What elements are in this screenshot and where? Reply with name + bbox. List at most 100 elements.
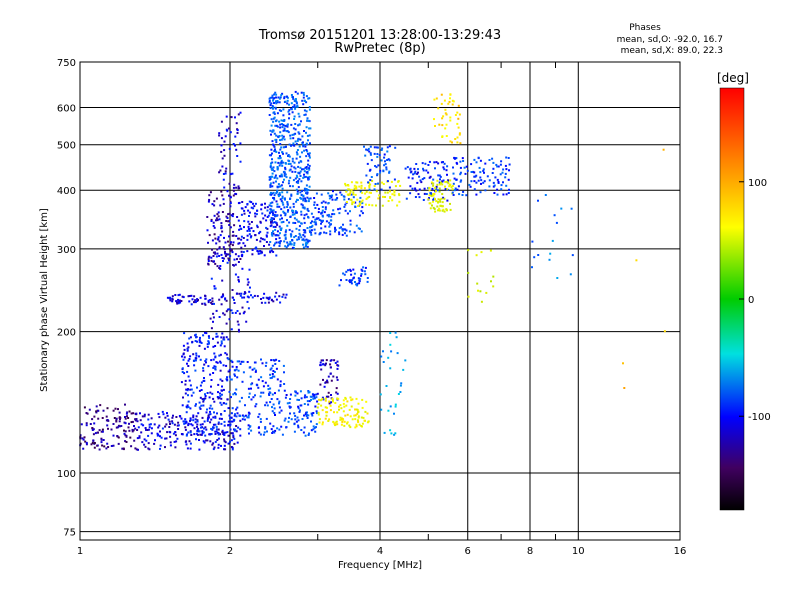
data-point bbox=[204, 395, 207, 397]
data-point bbox=[360, 200, 363, 203]
data-point bbox=[307, 189, 310, 191]
data-point bbox=[194, 333, 197, 336]
data-point bbox=[227, 220, 230, 223]
data-point bbox=[274, 148, 276, 151]
data-point bbox=[199, 336, 201, 339]
data-point bbox=[302, 145, 305, 148]
data-point bbox=[278, 164, 281, 167]
data-point bbox=[379, 169, 382, 172]
data-point bbox=[314, 207, 317, 209]
data-point bbox=[393, 178, 396, 181]
data-point bbox=[324, 208, 327, 211]
data-point bbox=[276, 101, 279, 104]
data-point bbox=[288, 117, 290, 120]
data-point bbox=[258, 431, 261, 434]
data-point bbox=[456, 111, 459, 114]
data-point bbox=[325, 395, 328, 398]
data-point bbox=[92, 433, 95, 436]
data-point bbox=[283, 129, 286, 132]
data-point bbox=[277, 389, 280, 392]
data-point bbox=[462, 160, 465, 162]
data-point bbox=[171, 295, 174, 298]
data-point bbox=[273, 112, 276, 115]
data-point bbox=[192, 353, 195, 356]
data-point bbox=[161, 427, 164, 430]
data-point bbox=[436, 183, 439, 186]
data-point bbox=[219, 395, 222, 397]
x-axis-label: Frequency [MHz] bbox=[338, 560, 422, 571]
data-point bbox=[232, 189, 235, 192]
data-point bbox=[439, 200, 442, 203]
data-point bbox=[184, 379, 187, 382]
data-point bbox=[187, 359, 190, 362]
data-point bbox=[348, 230, 351, 233]
data-point bbox=[434, 210, 437, 213]
data-point bbox=[303, 403, 306, 405]
data-point bbox=[339, 404, 342, 407]
data-point bbox=[330, 379, 333, 382]
data-point bbox=[99, 404, 102, 407]
data-point bbox=[89, 423, 92, 425]
data-point bbox=[502, 168, 505, 171]
data-point bbox=[399, 384, 402, 387]
data-point bbox=[429, 175, 432, 178]
data-point bbox=[292, 96, 294, 99]
data-point bbox=[208, 413, 211, 416]
data-point bbox=[339, 418, 342, 421]
data-point bbox=[353, 414, 356, 417]
data-point bbox=[292, 202, 295, 205]
data-point bbox=[276, 427, 279, 430]
data-point bbox=[236, 258, 238, 261]
data-point bbox=[266, 227, 269, 230]
data-point bbox=[428, 187, 431, 189]
data-point bbox=[270, 249, 273, 252]
data-point bbox=[281, 217, 283, 220]
data-point bbox=[229, 202, 232, 205]
data-point bbox=[363, 145, 365, 148]
data-point bbox=[225, 220, 228, 222]
data-point bbox=[317, 211, 320, 214]
data-point bbox=[484, 189, 487, 192]
data-point bbox=[229, 378, 232, 381]
data-point bbox=[238, 228, 241, 231]
data-point bbox=[293, 99, 296, 102]
data-point bbox=[234, 413, 236, 416]
data-point bbox=[340, 423, 343, 426]
data-point bbox=[298, 232, 301, 235]
data-point bbox=[394, 405, 397, 408]
data-point bbox=[229, 417, 231, 420]
data-point bbox=[242, 371, 245, 374]
data-point bbox=[364, 410, 367, 413]
data-point bbox=[283, 419, 286, 422]
data-point bbox=[226, 376, 228, 379]
data-point bbox=[272, 181, 275, 184]
data-point bbox=[500, 160, 503, 163]
data-point bbox=[174, 294, 177, 296]
data-point bbox=[244, 292, 247, 294]
data-point bbox=[246, 361, 249, 363]
data-point bbox=[437, 107, 440, 110]
data-point bbox=[433, 118, 435, 121]
data-point bbox=[362, 266, 365, 269]
data-point bbox=[182, 396, 184, 399]
data-point bbox=[204, 426, 207, 429]
data-point bbox=[399, 184, 402, 187]
data-point bbox=[258, 426, 260, 429]
data-point bbox=[117, 424, 120, 427]
data-point bbox=[434, 167, 436, 170]
data-point bbox=[441, 117, 444, 120]
data-point bbox=[277, 241, 280, 244]
data-point bbox=[300, 213, 303, 216]
data-point bbox=[227, 358, 230, 361]
data-point bbox=[442, 208, 445, 211]
data-point bbox=[262, 296, 265, 299]
data-point bbox=[226, 378, 229, 381]
data-point bbox=[457, 126, 460, 129]
data-point bbox=[285, 426, 288, 429]
data-point bbox=[381, 181, 384, 184]
data-point bbox=[271, 432, 274, 434]
data-point bbox=[224, 250, 226, 253]
data-point bbox=[443, 99, 446, 102]
data-point bbox=[294, 390, 297, 393]
data-point bbox=[209, 433, 212, 436]
